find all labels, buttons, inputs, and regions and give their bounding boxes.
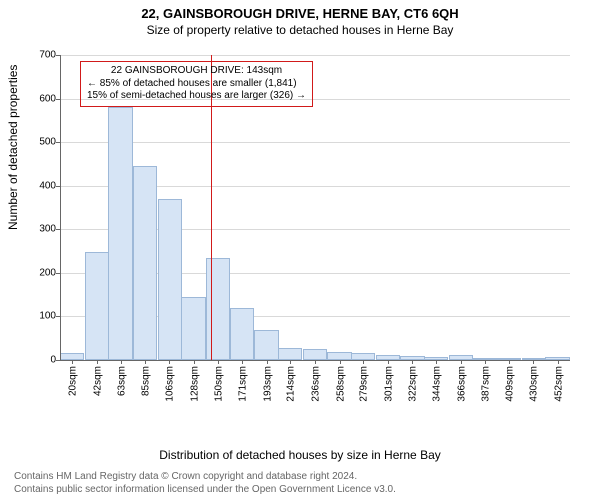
x-tick-mark [72, 360, 73, 364]
footer-attribution: Contains HM Land Registry data © Crown c… [14, 471, 396, 496]
x-tick-mark [242, 360, 243, 364]
histogram-bar [278, 348, 302, 360]
histogram-bar [303, 349, 327, 360]
x-tick-label: 20sqm [66, 366, 79, 396]
x-tick-mark [363, 360, 364, 364]
y-axis-line [60, 55, 61, 360]
x-tick-label: 63sqm [114, 366, 127, 396]
chart-container: 22, GAINSBOROUGH DRIVE, HERNE BAY, CT6 6… [0, 0, 600, 500]
x-tick-label: 301sqm [382, 366, 395, 402]
x-tick-mark [340, 360, 341, 364]
x-tick-label: 214sqm [284, 366, 297, 402]
x-tick-mark [267, 360, 268, 364]
gridline [60, 142, 570, 143]
x-tick-label: 106sqm [162, 366, 175, 402]
x-tick-label: 150sqm [212, 366, 225, 402]
x-tick-label: 387sqm [478, 366, 491, 402]
gridline [60, 55, 570, 56]
x-tick-mark [194, 360, 195, 364]
x-tick-label: 193sqm [260, 366, 273, 402]
x-tick-label: 366sqm [455, 366, 468, 402]
x-tick-label: 128sqm [187, 366, 200, 402]
x-tick-label: 409sqm [503, 366, 516, 402]
x-tick-mark [218, 360, 219, 364]
x-tick-label: 236sqm [309, 366, 322, 402]
x-tick-mark [485, 360, 486, 364]
x-tick-label: 430sqm [526, 366, 539, 402]
x-tick-label: 258sqm [333, 366, 346, 402]
x-tick-mark [121, 360, 122, 364]
x-tick-label: 171sqm [235, 366, 248, 402]
x-tick-mark [461, 360, 462, 364]
x-tick-label: 322sqm [405, 366, 418, 402]
histogram-bar [327, 352, 351, 360]
footer-line-2: Contains public sector information licen… [14, 484, 396, 497]
x-tick-mark [436, 360, 437, 364]
x-tick-mark [290, 360, 291, 364]
x-axis-label: Distribution of detached houses by size … [0, 448, 600, 462]
annotation-line: 15% of semi-detached houses are larger (… [87, 90, 306, 103]
annotation-box: 22 GAINSBOROUGH DRIVE: 143sqm← 85% of de… [80, 61, 313, 107]
x-tick-mark [315, 360, 316, 364]
x-tick-mark [412, 360, 413, 364]
x-tick-mark [558, 360, 559, 364]
x-tick-mark [169, 360, 170, 364]
page-title: 22, GAINSBOROUGH DRIVE, HERNE BAY, CT6 6… [0, 0, 600, 21]
plot-area: 010020030040050060070020sqm42sqm63sqm85s… [60, 55, 570, 415]
annotation-line: 22 GAINSBOROUGH DRIVE: 143sqm [87, 65, 306, 78]
x-tick-mark [388, 360, 389, 364]
x-tick-mark [533, 360, 534, 364]
histogram-bar [158, 199, 182, 360]
histogram-bar [254, 330, 278, 361]
x-tick-label: 344sqm [430, 366, 443, 402]
x-tick-label: 452sqm [551, 366, 564, 402]
x-tick-mark [97, 360, 98, 364]
page-subtitle: Size of property relative to detached ho… [0, 23, 600, 37]
x-tick-label: 42sqm [91, 366, 104, 396]
histogram-bar [133, 166, 157, 360]
x-tick-mark [145, 360, 146, 364]
x-tick-label: 85sqm [139, 366, 152, 396]
histogram-bar [230, 308, 254, 360]
x-tick-mark [509, 360, 510, 364]
histogram-bar [85, 252, 109, 360]
annotation-line: ← 85% of detached houses are smaller (1,… [87, 78, 306, 91]
footer-line-1: Contains HM Land Registry data © Crown c… [14, 471, 396, 484]
x-tick-label: 279sqm [357, 366, 370, 402]
histogram-bar [181, 297, 205, 360]
histogram-bar [108, 107, 132, 360]
y-axis-label: Number of detached properties [6, 65, 20, 230]
